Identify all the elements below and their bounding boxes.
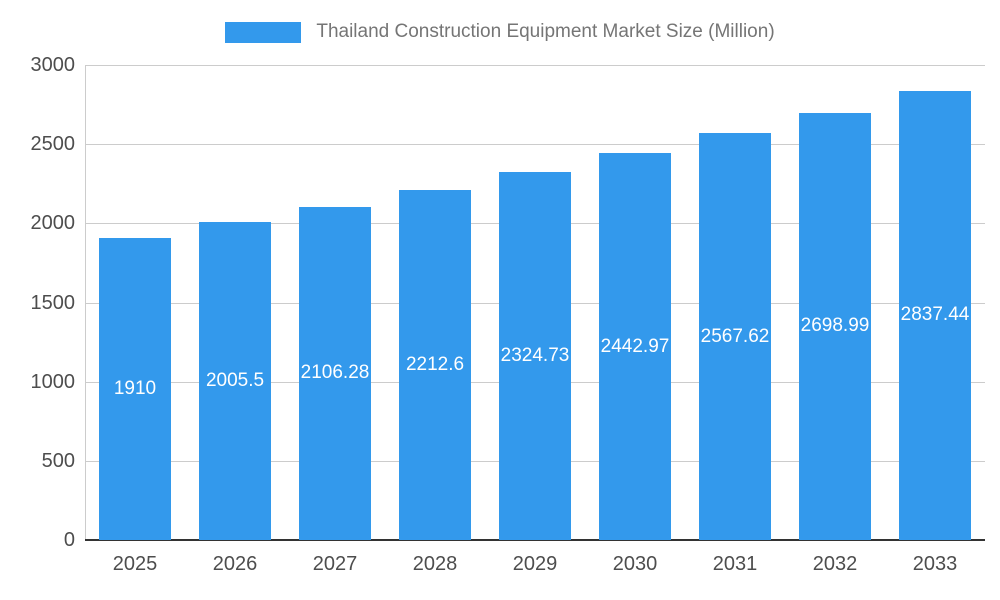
- x-tick-label-2028: 2028: [412, 553, 458, 575]
- legend-color-swatch: [225, 21, 302, 43]
- plot-area: 1910 2005.5 2106.28 2212.6 2324.73 2442.97 256…: [85, 65, 985, 541]
- x-tick-label-2025: 2025: [112, 553, 158, 575]
- x-tick-label-2032: 2032: [812, 553, 858, 575]
- gridline: [85, 65, 985, 66]
- y-tick-label: 500: [41, 449, 75, 472]
- gridline: [85, 144, 985, 146]
- x-tick-label-2031: 2031: [712, 553, 758, 575]
- bar-2026[interactable]: [199, 222, 271, 540]
- y-tick-label: 2500: [30, 133, 76, 156]
- x-tick-label-2027: 2027: [312, 553, 358, 575]
- bar-2025[interactable]: [99, 237, 171, 540]
- y-tick-label: 2000: [30, 212, 76, 235]
- x-axis-baseline: [85, 539, 985, 541]
- bar-2032[interactable]: [799, 112, 871, 540]
- chart-title: Thailand Construction Equipment Market S…: [316, 21, 775, 42]
- x-axis: 2025 2026 2027 2028 2029 2030 2031 2032 2033: [85, 553, 985, 583]
- x-tick-label-2026: 2026: [212, 553, 258, 575]
- bar-2033[interactable]: [899, 90, 971, 540]
- bar-2029[interactable]: [499, 171, 571, 540]
- y-axis: 0 500 1000 1500 2000 2500 3000: [0, 55, 76, 550]
- bar-2027[interactable]: [299, 206, 371, 540]
- x-tick-label-2029: 2029: [512, 553, 558, 575]
- bar-2030[interactable]: [599, 153, 671, 540]
- y-tick-label: 1000: [30, 370, 76, 393]
- bar-2031[interactable]: [699, 133, 771, 540]
- x-tick-label-2030: 2030: [612, 553, 658, 575]
- chart-legend: Thailand Construction Equipment Market S…: [0, 18, 1000, 46]
- y-tick-label: 3000: [30, 54, 76, 76]
- y-tick-label: 1500: [30, 291, 76, 314]
- y-tick-label: 0: [63, 529, 75, 551]
- bar-2028[interactable]: [399, 189, 471, 540]
- x-tick-label-2033: 2033: [912, 553, 958, 575]
